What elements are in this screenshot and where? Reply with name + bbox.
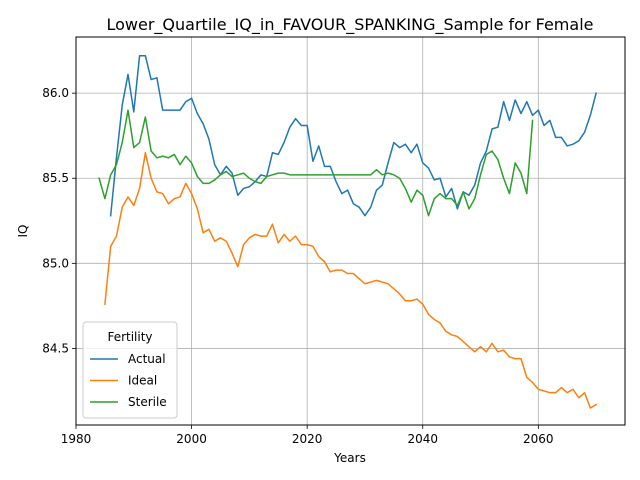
- y-axis-label: IQ: [16, 225, 30, 238]
- x-tick-label: 2020: [292, 432, 323, 446]
- y-tick-label: 85.0: [42, 256, 69, 270]
- y-tick-label: 84.5: [42, 341, 69, 355]
- y-axis-ticks: 84.5 85.0 85.5 86.0: [42, 86, 76, 355]
- legend-label-sterile: Sterile: [128, 395, 167, 409]
- legend-title: Fertility: [107, 330, 152, 344]
- y-tick-label: 85.5: [42, 171, 69, 185]
- legend-frame: [82, 321, 178, 419]
- series-line-sterile: [98, 109, 534, 217]
- grid-lines: [75, 37, 625, 425]
- series-lines: [98, 54, 598, 409]
- x-tick-label: 1980: [61, 432, 92, 446]
- series-line-actual: [109, 54, 598, 217]
- series-line-ideal: [104, 151, 598, 409]
- x-tick-label: 2060: [523, 432, 554, 446]
- x-tick-label: 2040: [407, 432, 438, 446]
- x-axis-ticks: 1980 2000 2020 2040 2060: [61, 425, 554, 446]
- x-axis-label: Years: [333, 451, 366, 465]
- chart-title: Lower_Quartile_IQ_in_FAVOUR_SPANKING_Sam…: [107, 15, 594, 35]
- legend-label-actual: Actual: [128, 352, 166, 366]
- legend: Fertility Actual Ideal Sterile: [82, 321, 178, 419]
- plot-area-frame: [75, 36, 626, 426]
- legend-label-ideal: Ideal: [128, 374, 157, 388]
- y-tick-label: 86.0: [42, 86, 69, 100]
- x-tick-label: 2000: [176, 432, 207, 446]
